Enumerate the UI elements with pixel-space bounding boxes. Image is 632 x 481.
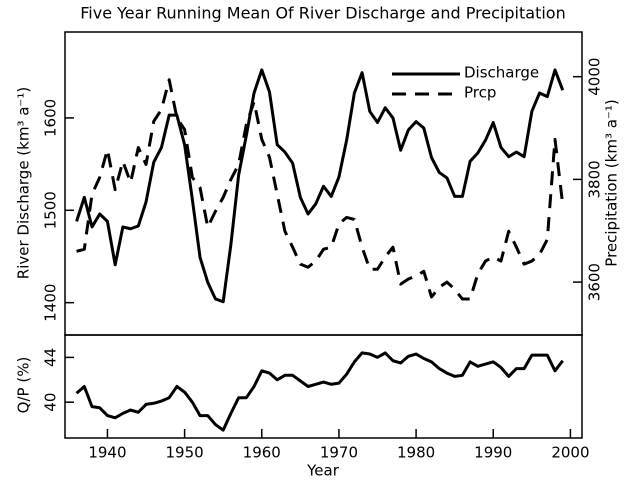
y2-tick-label: 3800 [586, 160, 604, 198]
y-tick-label: 40 [42, 393, 60, 412]
y-tick-label: 1400 [42, 284, 60, 322]
y-tick-label: 1600 [42, 99, 60, 137]
bottom-frame [64, 334, 583, 439]
x-axis-label: Year [306, 462, 340, 480]
y-tick-label: 44 [42, 348, 60, 367]
legend-label: Discharge [464, 64, 539, 82]
data-line [76, 78, 565, 301]
x-tick-label: 1940 [88, 444, 126, 462]
chart-title: Five Year Running Mean Of River Discharg… [80, 4, 565, 23]
x-tick-label: 1980 [397, 444, 435, 462]
x-tick-label: 2000 [551, 444, 589, 462]
y-axis-label: Q/P (%) [15, 357, 33, 414]
x-tick-label: 1950 [166, 444, 204, 462]
legend-label: Prcp [464, 84, 496, 102]
y-axis-label: River Discharge (km³ a⁻¹) [15, 87, 33, 279]
data-line [75, 68, 565, 304]
y2-axis-label: Precipitation (km³ a⁻¹) [603, 99, 621, 266]
y2-tick-label: 4000 [586, 58, 604, 96]
x-tick-label: 1960 [243, 444, 281, 462]
y2-tick-label: 3600 [586, 263, 604, 301]
x-tick-label: 1990 [474, 444, 512, 462]
data-line [75, 351, 564, 432]
x-tick-label: 1970 [320, 444, 358, 462]
y-tick-label: 1500 [42, 191, 60, 229]
